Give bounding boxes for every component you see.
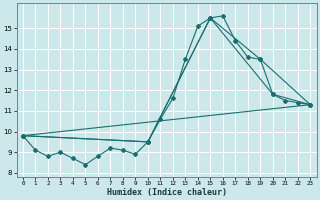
X-axis label: Humidex (Indice chaleur): Humidex (Indice chaleur) — [107, 188, 227, 197]
